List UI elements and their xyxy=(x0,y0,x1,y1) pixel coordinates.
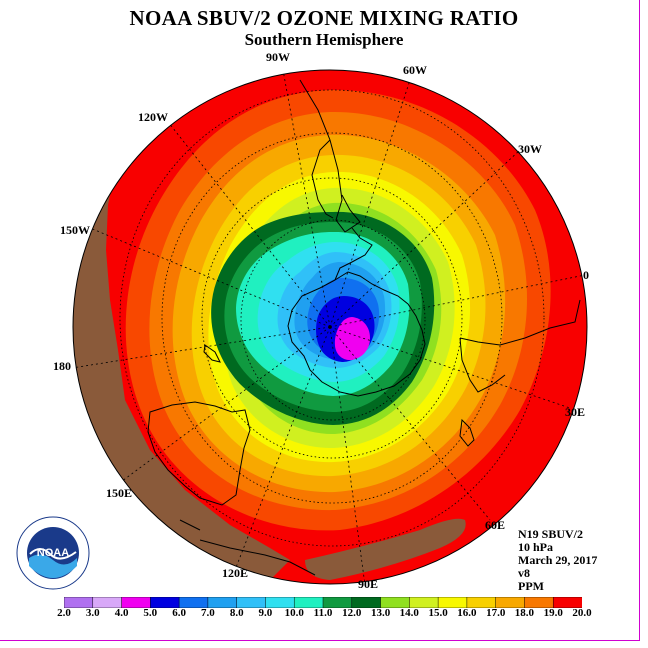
colorbar-labels: 2.0 3.0 4.0 5.0 6.0 7.0 8.0 9.0 10.0 11.0 12.0 13.0… xyxy=(0,607,648,621)
contour-ring-2 xyxy=(201,177,463,459)
lon-label-180: 180 xyxy=(53,359,71,373)
meridian-30w xyxy=(329,149,521,328)
map-title: NOAA SBUV/2 OZONE MIXING RATIO xyxy=(129,6,519,30)
colorbar-tick-label: 9.0 xyxy=(258,607,273,619)
meridian-90e xyxy=(329,326,366,584)
ozone-level-20-west xyxy=(73,70,290,584)
meridian-30e xyxy=(329,326,571,409)
meridian-90w xyxy=(282,70,331,328)
meridian-150w xyxy=(89,227,331,328)
contour-ring-3 xyxy=(161,132,503,504)
colorbar-tick-label: 12.0 xyxy=(342,607,362,619)
coastlines xyxy=(147,79,581,576)
colorbar-tick-label: 18.0 xyxy=(514,607,535,619)
colorbar-tick-label: 20.0 xyxy=(572,607,592,619)
coast-australia xyxy=(147,401,251,506)
colorbar-swatch xyxy=(552,597,582,608)
colorbar-tick-label: 17.0 xyxy=(486,607,506,619)
colorbar-tick-label: 13.0 xyxy=(370,607,391,619)
colorbar-tick-label: 14.0 xyxy=(399,607,419,619)
info-instrument: N19 SBUV/2 xyxy=(518,527,584,541)
logo-text: NOAA xyxy=(37,547,69,559)
lon-label-0: 0 xyxy=(583,268,589,282)
coast-indonesia xyxy=(179,519,316,576)
meridian-150e xyxy=(109,326,331,491)
coast-new-zealand xyxy=(203,344,221,363)
colorbar-tick-label: 4.0 xyxy=(114,607,129,619)
lon-label-120w: 120W xyxy=(138,110,168,124)
colorbar-tick-label: 8.0 xyxy=(229,607,244,619)
meridian-60e xyxy=(329,326,491,521)
noaa-logo: NOAA xyxy=(16,516,90,590)
info-version: v8 xyxy=(518,566,530,580)
coast-madagascar xyxy=(459,418,475,447)
map-boundary xyxy=(72,69,588,585)
colorbar-tick-label: 19.0 xyxy=(543,607,563,619)
ozone-level-20-south xyxy=(305,518,466,580)
coast-antarctic-peninsula xyxy=(334,227,373,281)
lon-label-90e: 90E xyxy=(358,577,379,591)
meridian-120e xyxy=(234,326,331,571)
colorbar-tick-label: 11.0 xyxy=(313,607,333,619)
colorbar-tick-label: 2.0 xyxy=(57,607,71,619)
colorbar-tick-label: 5.0 xyxy=(143,607,158,619)
lon-label-60w: 60W xyxy=(403,63,427,77)
figure-frame xyxy=(0,0,640,641)
meridian-180 xyxy=(73,326,331,369)
meridians xyxy=(73,70,586,584)
lon-label-30w: 30W xyxy=(518,142,542,156)
coast-antarctica xyxy=(287,271,426,397)
data-info: N19 SBUV/2 10 hPa March 29, 2017 v8 PPM xyxy=(518,528,597,593)
contour-lines xyxy=(119,89,545,547)
info-date: March 29, 2017 xyxy=(518,553,598,567)
lon-label-60e: 60E xyxy=(485,518,506,532)
contour-ring-1 xyxy=(240,219,426,421)
ozone-level-3 xyxy=(334,317,370,361)
info-level: 10 hPa xyxy=(518,540,554,554)
lon-label-150w: 150W xyxy=(60,223,90,237)
colorbar-tick-label: 10.0 xyxy=(284,607,304,619)
coast-south-america xyxy=(299,79,361,233)
lon-label-90w: 90W xyxy=(266,50,290,64)
colorbar-tick-label: 16.0 xyxy=(457,607,477,619)
coast-africa xyxy=(459,299,581,393)
meridian-120w xyxy=(164,117,331,328)
colorbar-tick-label: 15.0 xyxy=(428,607,448,619)
meridian-0 xyxy=(329,274,586,328)
meridian-60w xyxy=(329,79,411,328)
colorbar-tick-label: 7.0 xyxy=(201,607,215,619)
lon-label-30e: 30E xyxy=(565,405,586,419)
contour-ring-4 xyxy=(119,89,545,547)
lon-label-150e: 150E xyxy=(106,486,133,500)
colorbar-tick-label: 3.0 xyxy=(85,607,100,619)
colorbar xyxy=(64,597,582,608)
lon-label-120e: 120E xyxy=(222,566,249,580)
info-units: PPM xyxy=(518,579,544,593)
colorbar-tick-label: 6.0 xyxy=(172,607,186,619)
map-subtitle: Southern Hemisphere xyxy=(244,30,404,49)
